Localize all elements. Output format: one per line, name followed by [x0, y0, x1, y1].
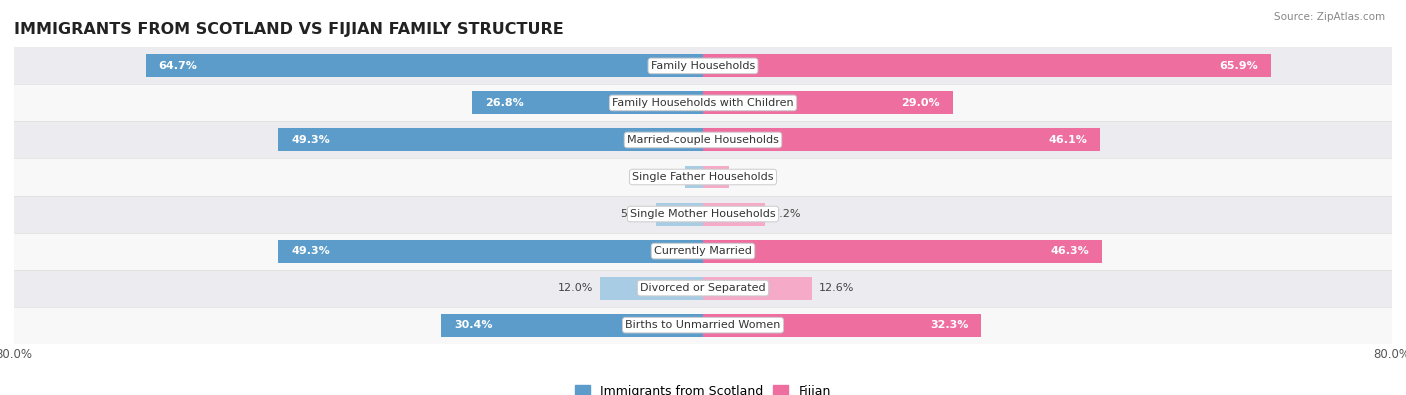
- Text: 46.1%: 46.1%: [1049, 135, 1087, 145]
- Text: 26.8%: 26.8%: [485, 98, 524, 108]
- Bar: [703, 55, 1271, 77]
- Bar: [14, 233, 1392, 269]
- Bar: [703, 92, 953, 115]
- Text: Married-couple Households: Married-couple Households: [627, 135, 779, 145]
- Bar: [685, 166, 703, 188]
- Bar: [703, 203, 765, 226]
- Text: 12.6%: 12.6%: [818, 283, 853, 293]
- Bar: [14, 269, 1392, 307]
- Text: Family Households: Family Households: [651, 61, 755, 71]
- Bar: [278, 240, 703, 263]
- Text: 12.0%: 12.0%: [557, 283, 593, 293]
- Bar: [703, 166, 728, 188]
- Text: 2.1%: 2.1%: [650, 172, 678, 182]
- Text: 49.3%: 49.3%: [291, 135, 330, 145]
- Bar: [703, 276, 811, 299]
- Text: 29.0%: 29.0%: [901, 98, 939, 108]
- Bar: [703, 128, 1099, 151]
- Bar: [146, 55, 703, 77]
- Text: Single Mother Households: Single Mother Households: [630, 209, 776, 219]
- Bar: [703, 240, 1102, 263]
- Legend: Immigrants from Scotland, Fijian: Immigrants from Scotland, Fijian: [571, 380, 835, 395]
- Text: 49.3%: 49.3%: [291, 246, 330, 256]
- Bar: [703, 314, 981, 337]
- Text: 65.9%: 65.9%: [1219, 61, 1257, 71]
- Bar: [14, 121, 1392, 158]
- Text: 64.7%: 64.7%: [159, 61, 198, 71]
- Text: IMMIGRANTS FROM SCOTLAND VS FIJIAN FAMILY STRUCTURE: IMMIGRANTS FROM SCOTLAND VS FIJIAN FAMIL…: [14, 21, 564, 36]
- Text: Single Father Households: Single Father Households: [633, 172, 773, 182]
- Bar: [441, 314, 703, 337]
- Bar: [655, 203, 703, 226]
- Bar: [14, 158, 1392, 196]
- Text: Currently Married: Currently Married: [654, 246, 752, 256]
- Text: Family Households with Children: Family Households with Children: [612, 98, 794, 108]
- Bar: [278, 128, 703, 151]
- Text: 30.4%: 30.4%: [454, 320, 492, 330]
- Text: Source: ZipAtlas.com: Source: ZipAtlas.com: [1274, 12, 1385, 22]
- Bar: [14, 85, 1392, 121]
- Text: 5.5%: 5.5%: [620, 209, 648, 219]
- Text: 32.3%: 32.3%: [929, 320, 969, 330]
- Text: 46.3%: 46.3%: [1050, 246, 1088, 256]
- Bar: [599, 276, 703, 299]
- Text: 3.0%: 3.0%: [735, 172, 763, 182]
- Text: Divorced or Separated: Divorced or Separated: [640, 283, 766, 293]
- Bar: [472, 92, 703, 115]
- Text: Births to Unmarried Women: Births to Unmarried Women: [626, 320, 780, 330]
- Bar: [14, 47, 1392, 85]
- Bar: [14, 307, 1392, 344]
- Text: 7.2%: 7.2%: [772, 209, 800, 219]
- Bar: [14, 196, 1392, 233]
